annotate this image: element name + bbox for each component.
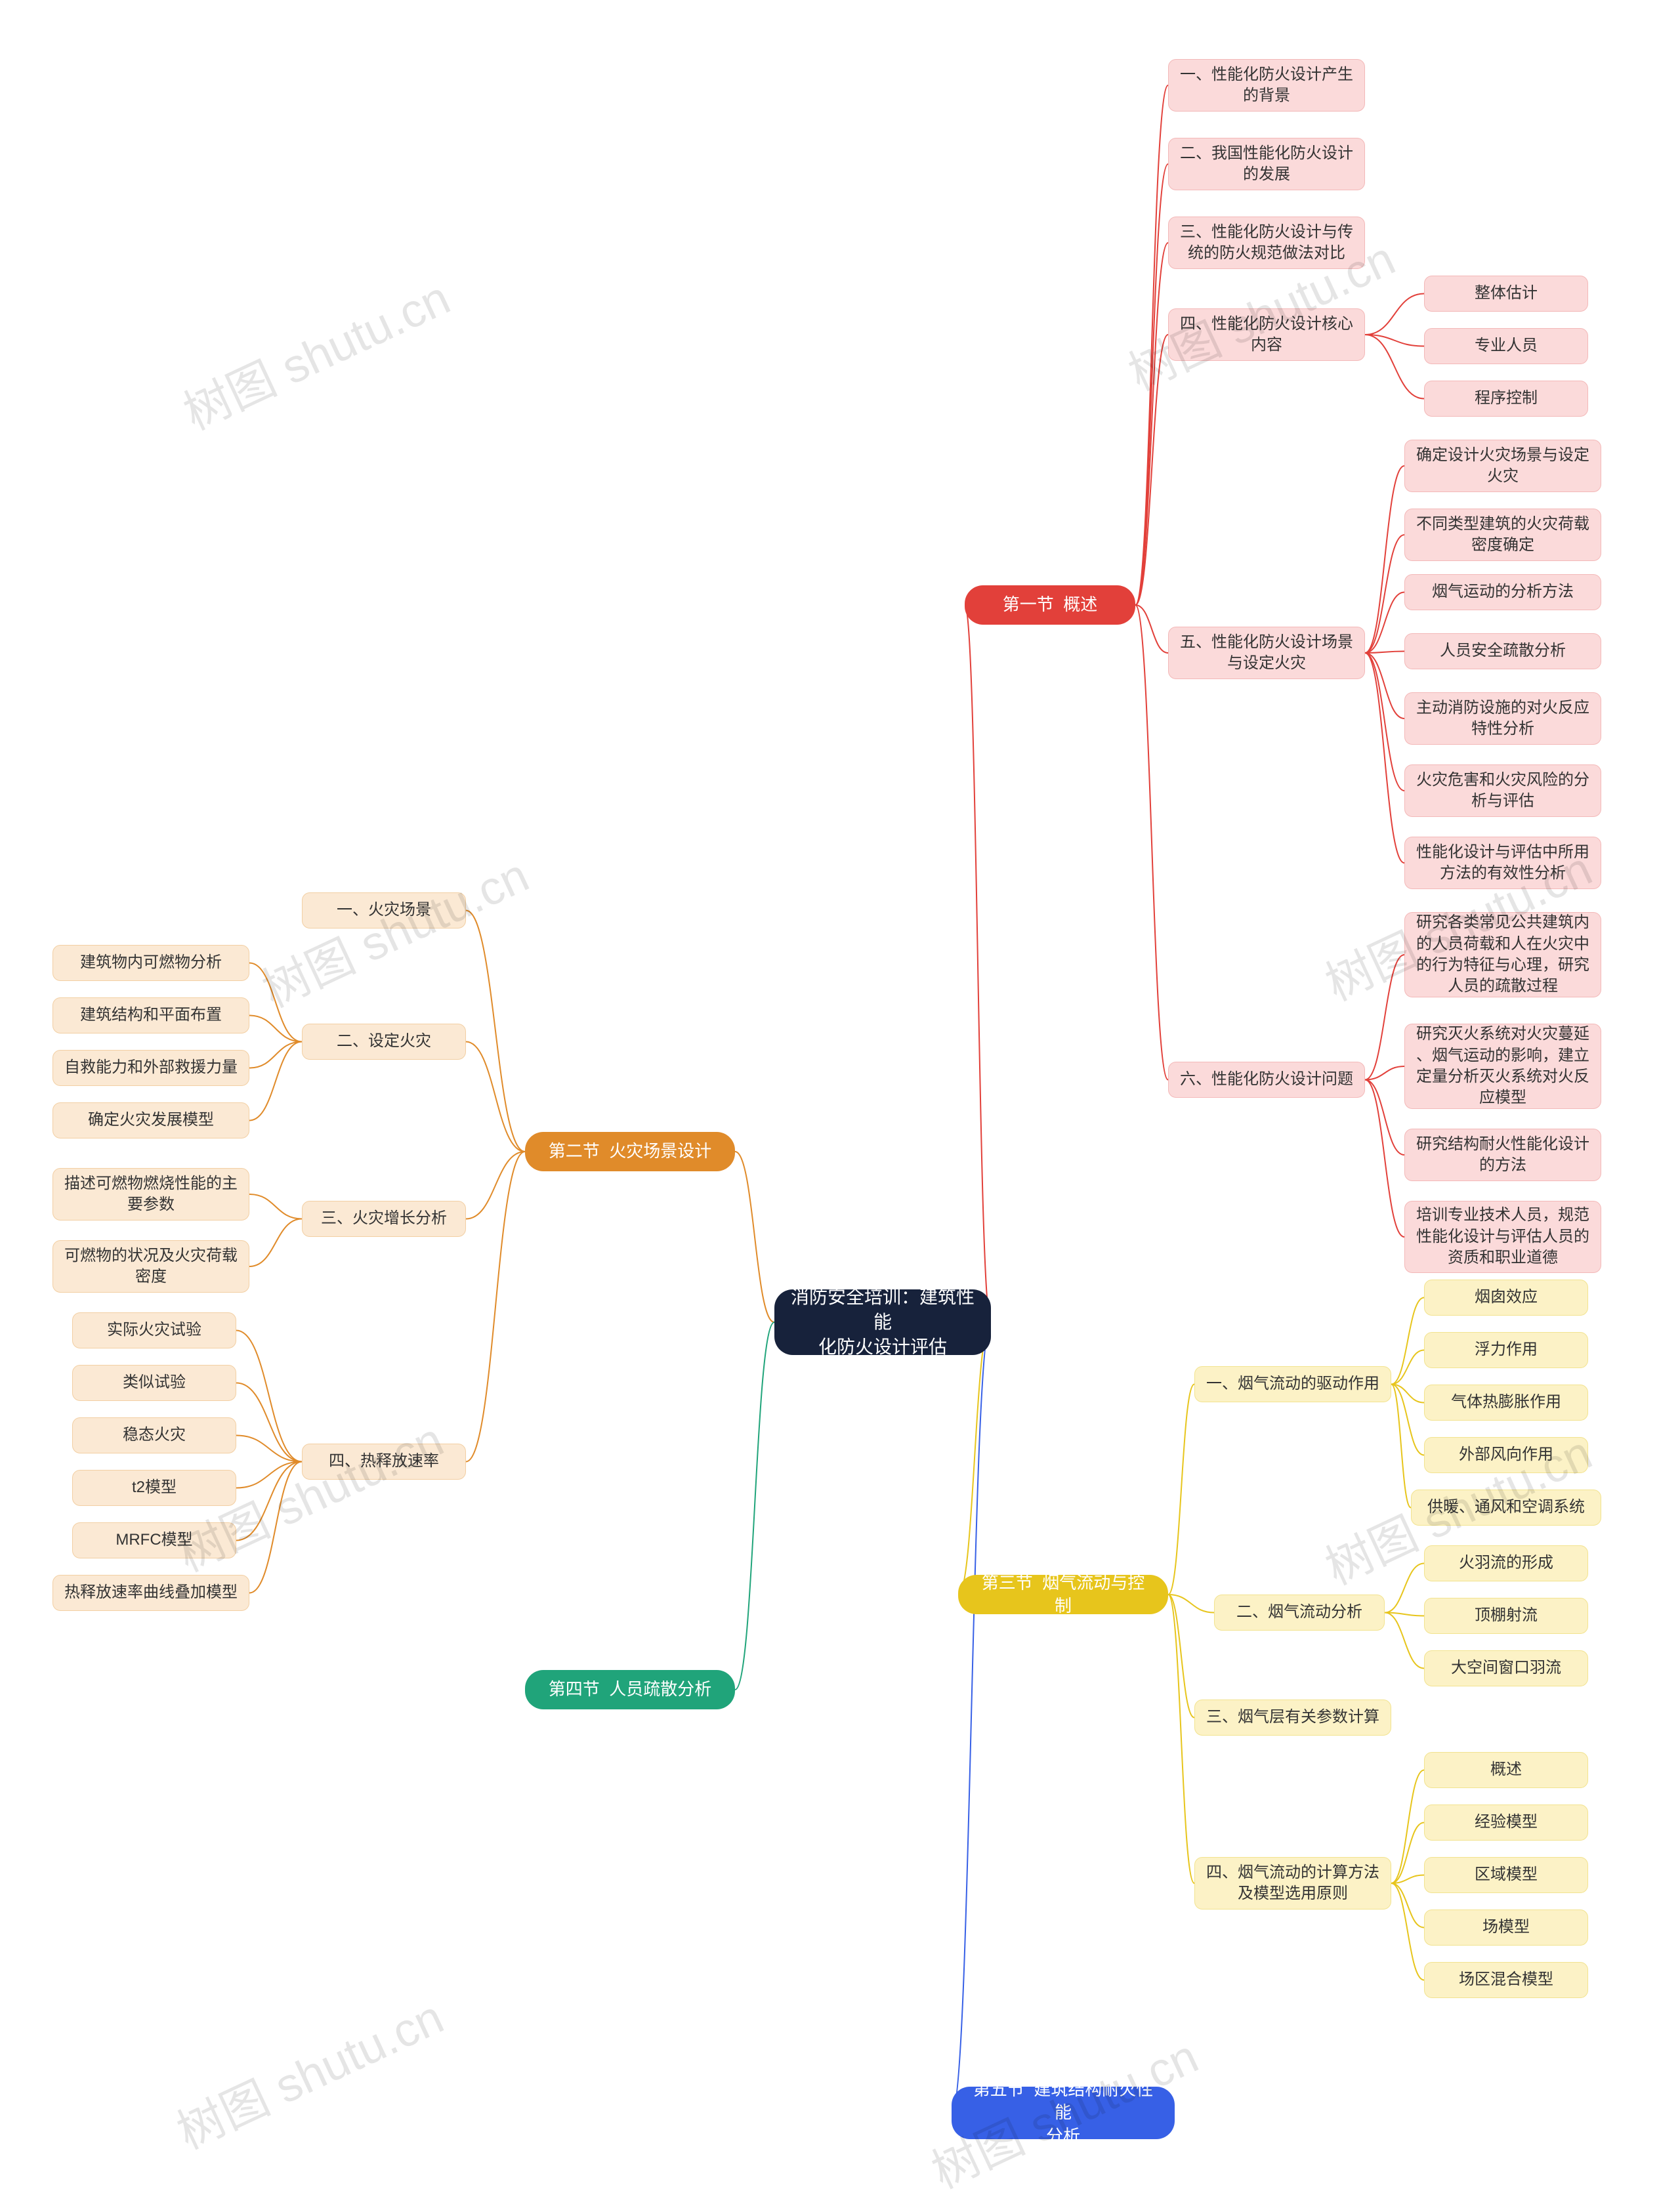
node-s1-4-1[interactable]: 整体估计: [1424, 276, 1588, 312]
mindmap-canvas: 消防安全培训：建筑性能 化防火设计评估 第一节 概述 一、性能化防火设计产生 的背景…: [0, 0, 1680, 2212]
node-s2-3[interactable]: 三、火灾增长分析: [302, 1201, 466, 1237]
node-s2-2-1[interactable]: 建筑物内可燃物分析: [52, 945, 249, 981]
node-s1-5-7[interactable]: 性能化设计与评估中所用 方法的有效性分析: [1404, 837, 1601, 889]
node-s3-4-4[interactable]: 场模型: [1424, 1909, 1588, 1946]
node-root[interactable]: 消防安全培训：建筑性能 化防火设计评估: [774, 1289, 991, 1355]
node-s3-4-2[interactable]: 经验模型: [1424, 1805, 1588, 1841]
node-s1-2[interactable]: 二、我国性能化防火设计 的发展: [1168, 138, 1365, 190]
node-s3-4[interactable]: 四、烟气流动的计算方法 及模型选用原则: [1194, 1857, 1391, 1909]
node-s1-5-6[interactable]: 火灾危害和火灾风险的分 析与评估: [1404, 764, 1601, 817]
watermark: 树图 shutu.cn: [249, 837, 538, 1021]
node-s2-3-2[interactable]: 可燃物的状况及火灾荷载 密度: [52, 1240, 249, 1293]
node-s3-2-3[interactable]: 大空间窗口羽流: [1424, 1650, 1588, 1686]
watermark: 树图 shutu.cn: [171, 260, 459, 444]
node-s1-6-1[interactable]: 研究各类常见公共建筑内 的人员荷载和人在火灾中 的行为特征与心理，研究 人员的疏…: [1404, 912, 1601, 997]
node-s3-1-3[interactable]: 气体热膨胀作用: [1424, 1385, 1588, 1421]
node-s2-2-4[interactable]: 确定火灾发展模型: [52, 1102, 249, 1138]
node-s3-1-4[interactable]: 外部风向作用: [1424, 1437, 1588, 1473]
node-s3-1-2[interactable]: 浮力作用: [1424, 1332, 1588, 1368]
node-s2-4-6[interactable]: 热释放速率曲线叠加模型: [52, 1575, 249, 1611]
node-s1-5-5[interactable]: 主动消防设施的对火反应 特性分析: [1404, 692, 1601, 745]
node-s3-2[interactable]: 二、烟气流动分析: [1214, 1595, 1385, 1631]
node-s1-5-3[interactable]: 烟气运动的分析方法: [1404, 574, 1601, 610]
node-s2-4-4[interactable]: t2模型: [72, 1470, 236, 1506]
node-s2-3-1[interactable]: 描述可燃物燃烧性能的主 要参数: [52, 1168, 249, 1221]
node-s1-4[interactable]: 四、性能化防火设计核心 内容: [1168, 308, 1365, 361]
node-s1-6-3[interactable]: 研究结构耐火性能化设计 的方法: [1404, 1129, 1601, 1181]
node-s3-2-1[interactable]: 火羽流的形成: [1424, 1545, 1588, 1581]
node-s1-5[interactable]: 五、性能化防火设计场景 与设定火灾: [1168, 627, 1365, 679]
node-s1-4-2[interactable]: 专业人员: [1424, 328, 1588, 364]
node-s3-4-5[interactable]: 场区混合模型: [1424, 1962, 1588, 1998]
node-s2-2-2[interactable]: 建筑结构和平面布置: [52, 997, 249, 1033]
node-s2-4[interactable]: 四、热释放速率: [302, 1444, 466, 1480]
node-s2[interactable]: 第二节 火灾场景设计: [525, 1132, 735, 1171]
node-s5[interactable]: 第五节 建筑结构耐火性能 分析: [952, 2087, 1175, 2139]
node-s4[interactable]: 第四节 人员疏散分析: [525, 1670, 735, 1709]
node-s2-1[interactable]: 一、火灾场景: [302, 892, 466, 929]
node-s3-4-1[interactable]: 概述: [1424, 1752, 1588, 1788]
node-s1-3[interactable]: 三、性能化防火设计与传 统的防火规范做法对比: [1168, 217, 1365, 269]
node-s2-2[interactable]: 二、设定火灾: [302, 1024, 466, 1060]
node-s1-6-2[interactable]: 研究灭火系统对火灾蔓延 、烟气运动的影响，建立 定量分析灭火系统对火反 应模型: [1404, 1024, 1601, 1109]
node-s1-4-3[interactable]: 程序控制: [1424, 381, 1588, 417]
node-s1[interactable]: 第一节 概述: [965, 585, 1135, 625]
node-s3-2-2[interactable]: 顶棚射流: [1424, 1598, 1588, 1634]
node-s3-4-3[interactable]: 区域模型: [1424, 1857, 1588, 1893]
node-s1-5-4[interactable]: 人员安全疏散分析: [1404, 633, 1601, 669]
node-s2-4-1[interactable]: 实际火灾试验: [72, 1312, 236, 1348]
node-s3-1[interactable]: 一、烟气流动的驱动作用: [1194, 1366, 1391, 1402]
node-s3-3[interactable]: 三、烟气层有关参数计算: [1194, 1700, 1391, 1736]
node-s1-6-4[interactable]: 培训专业技术人员，规范 性能化设计与评估人员的 资质和职业道德: [1404, 1201, 1601, 1273]
node-s2-4-2[interactable]: 类似试验: [72, 1365, 236, 1401]
node-s3-1-5[interactable]: 供暖、通风和空调系统: [1411, 1490, 1601, 1526]
watermark: 树图 shutu.cn: [164, 1979, 453, 2163]
node-s1-6[interactable]: 六、性能化防火设计问题: [1168, 1062, 1365, 1098]
node-s3-1-1[interactable]: 烟囱效应: [1424, 1280, 1588, 1316]
node-s2-2-3[interactable]: 自救能力和外部救援力量: [52, 1050, 249, 1086]
node-s1-5-2[interactable]: 不同类型建筑的火灾荷载 密度确定: [1404, 509, 1601, 561]
node-s1-5-1[interactable]: 确定设计火灾场景与设定 火灾: [1404, 440, 1601, 492]
node-s3[interactable]: 第三节 烟气流动与控制: [958, 1575, 1168, 1614]
node-s2-4-5[interactable]: MRFC模型: [72, 1522, 236, 1558]
node-s1-1[interactable]: 一、性能化防火设计产生 的背景: [1168, 59, 1365, 112]
node-s2-4-3[interactable]: 稳态火灾: [72, 1417, 236, 1453]
